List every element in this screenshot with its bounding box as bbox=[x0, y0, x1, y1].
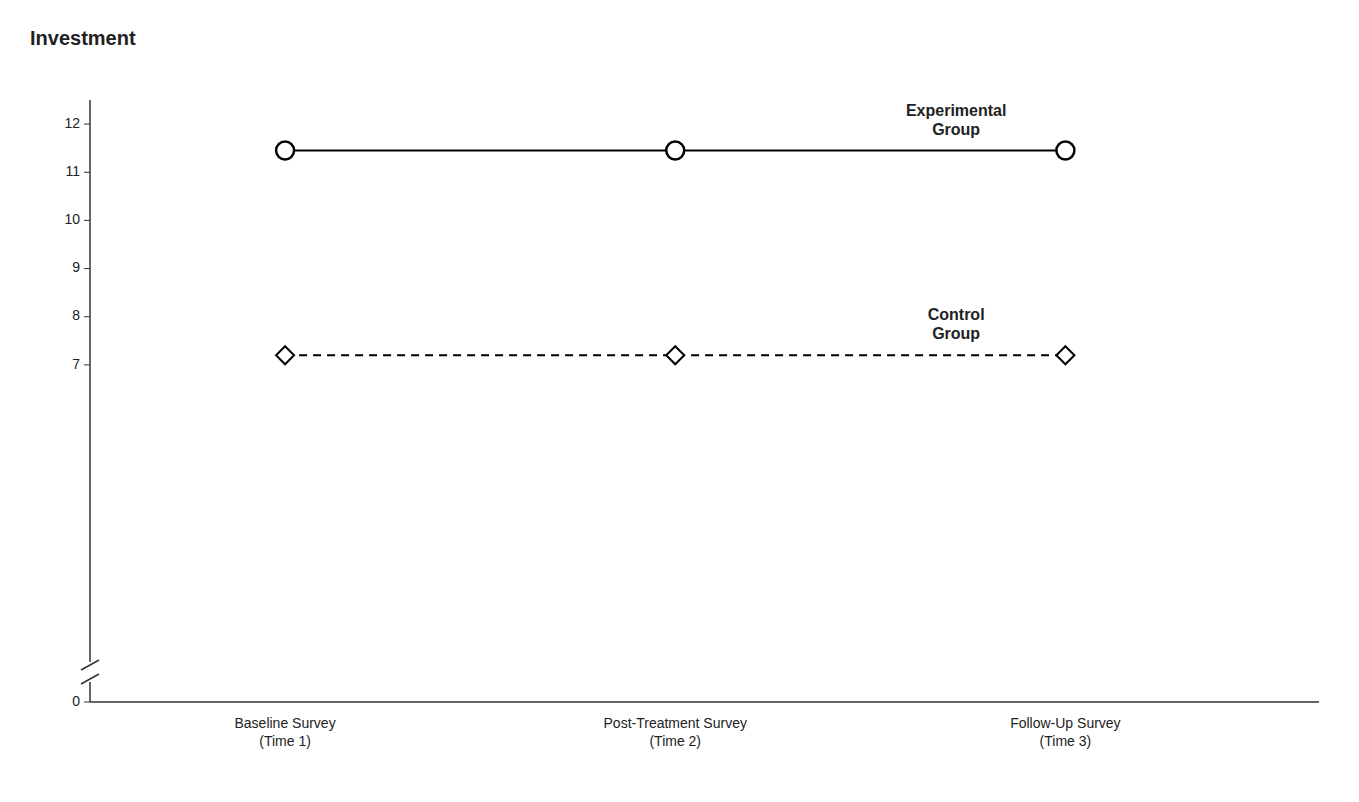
text-line: Group bbox=[932, 121, 980, 138]
y-tick-label: 10 bbox=[64, 211, 80, 227]
marker-diamond bbox=[666, 346, 684, 364]
plot-area bbox=[276, 142, 1074, 365]
y-tick-label: 11 bbox=[65, 163, 80, 179]
text-line: (Time 3) bbox=[1040, 733, 1092, 749]
x-axis-line bbox=[90, 701, 1319, 703]
y-axis-line bbox=[89, 100, 91, 702]
y-tick bbox=[84, 268, 90, 269]
text-line: Baseline Survey bbox=[234, 715, 335, 731]
chart-container: Investment 0 7 8 9 10 11 12 Baseline Survey (Time… bbox=[0, 0, 1359, 802]
y-tick bbox=[84, 172, 90, 173]
y-tick bbox=[84, 220, 90, 221]
marker-diamond bbox=[1056, 346, 1074, 364]
text-line: Follow-Up Survey bbox=[1010, 715, 1120, 731]
y-tick-label: 12 bbox=[64, 115, 80, 131]
y-tick bbox=[84, 702, 90, 703]
text-line: Group bbox=[932, 325, 980, 342]
marker-circle bbox=[276, 142, 294, 160]
chart-svg: Investment 0 7 8 9 10 11 12 Baseline Survey (Time… bbox=[0, 0, 1359, 802]
series-label: Control Group bbox=[928, 306, 985, 342]
text-line: (Time 1) bbox=[259, 733, 311, 749]
y-tick-label: 9 bbox=[72, 259, 80, 275]
series-label: Experimental Group bbox=[906, 102, 1006, 138]
text-line: Control bbox=[928, 306, 985, 323]
axis-break bbox=[81, 674, 99, 684]
y-tick-label: 7 bbox=[72, 356, 80, 372]
marker-circle bbox=[1056, 142, 1074, 160]
x-tick-label: Follow-Up Survey (Time 3) bbox=[1010, 715, 1120, 749]
text-line: (Time 2) bbox=[649, 733, 701, 749]
marker-diamond bbox=[276, 346, 294, 364]
y-axis-label: Investment bbox=[30, 27, 136, 49]
y-tick-label: 8 bbox=[72, 307, 80, 323]
y-tick bbox=[84, 316, 90, 317]
y-tick bbox=[84, 124, 90, 125]
y-tick-label: 0 bbox=[72, 693, 80, 709]
text-line: Post-Treatment Survey bbox=[604, 715, 747, 731]
text-line: Experimental bbox=[906, 102, 1006, 119]
y-tick bbox=[84, 364, 90, 365]
axis-break bbox=[81, 660, 99, 670]
marker-circle bbox=[666, 142, 684, 160]
x-tick-label: Baseline Survey (Time 1) bbox=[234, 715, 335, 749]
x-tick-label: Post-Treatment Survey (Time 2) bbox=[604, 715, 747, 749]
